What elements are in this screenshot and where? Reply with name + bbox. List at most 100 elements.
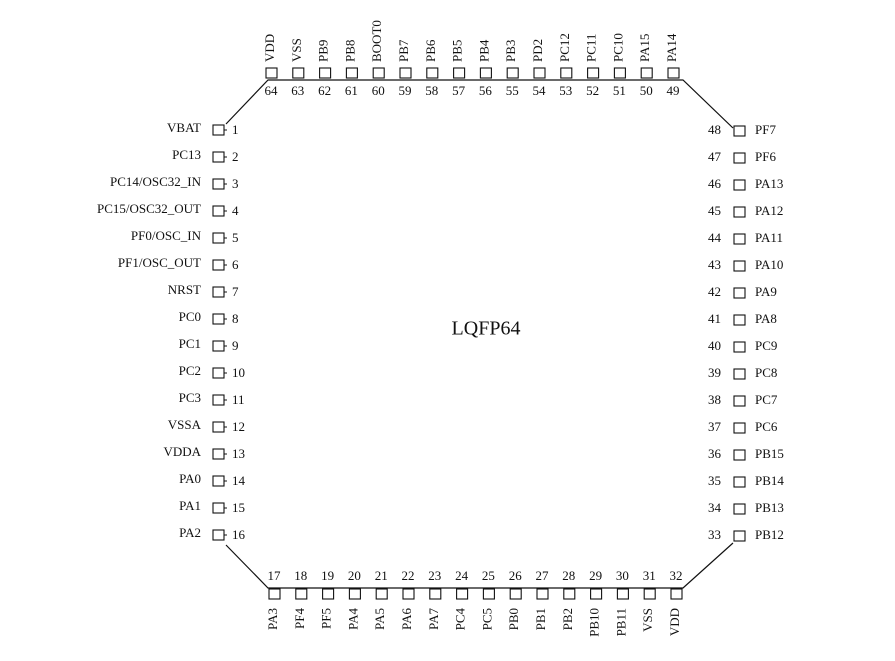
pin-name: PC15/OSC32_OUT xyxy=(97,201,201,216)
pin-number: 17 xyxy=(268,568,282,583)
pin-name: PF5 xyxy=(319,608,334,629)
pin-name: PB9 xyxy=(316,40,331,62)
pin-pad xyxy=(212,340,225,352)
pin-number: 20 xyxy=(348,568,361,583)
pin-name: PA2 xyxy=(179,525,201,540)
pin-number: 5 xyxy=(232,230,239,245)
pin-name: PC4 xyxy=(453,608,468,631)
pin-name: PC2 xyxy=(179,363,201,378)
pin-number: 56 xyxy=(479,83,493,98)
pin-number: 33 xyxy=(708,527,721,542)
pin-name: PF6 xyxy=(755,149,776,164)
pin-number: 41 xyxy=(708,311,721,326)
pin-number: 49 xyxy=(667,83,680,98)
outline-top xyxy=(225,79,734,129)
pin-name: PC8 xyxy=(755,365,777,380)
pin-number: 8 xyxy=(232,311,239,326)
pin-name: PC7 xyxy=(755,392,778,407)
pin-number: 19 xyxy=(321,568,334,583)
pin-name: PC5 xyxy=(479,608,494,630)
pin-number: 62 xyxy=(318,83,331,98)
pin-number: 18 xyxy=(294,568,307,583)
pin-pad xyxy=(533,67,546,79)
pin-pad xyxy=(212,124,225,136)
pin-name: VSSA xyxy=(168,417,202,432)
pin-name: PC10 xyxy=(610,33,625,62)
pin-name: PB12 xyxy=(755,527,784,542)
pin-number: 30 xyxy=(616,568,629,583)
pin-pad xyxy=(212,259,225,271)
pin-pad xyxy=(295,588,308,600)
pin-number: 59 xyxy=(399,83,412,98)
pin-number: 37 xyxy=(708,419,722,434)
pin-number: 3 xyxy=(232,176,239,191)
pin-name: PC13 xyxy=(172,147,201,162)
pin-number: 43 xyxy=(708,257,721,272)
pin-pad xyxy=(733,422,746,434)
pin-number: 51 xyxy=(613,83,626,98)
pin-name: PA8 xyxy=(755,311,777,326)
pin-pad xyxy=(733,125,746,137)
pin-name: PB7 xyxy=(396,39,411,62)
pin-name: PC3 xyxy=(179,390,201,405)
pin-name: PA6 xyxy=(399,608,414,630)
pin-pad xyxy=(399,67,412,79)
pin-name: VDDA xyxy=(163,444,201,459)
pin-number: 60 xyxy=(372,83,385,98)
pin-pad xyxy=(212,421,225,433)
pin-pad xyxy=(733,341,746,353)
pin-number: 21 xyxy=(375,568,388,583)
pin-number: 38 xyxy=(708,392,721,407)
pin-pad xyxy=(587,67,600,79)
pin-name: PC12 xyxy=(557,33,572,62)
pin-name: PA12 xyxy=(755,203,783,218)
pin-name: PA5 xyxy=(372,608,387,630)
pin-number: 22 xyxy=(402,568,415,583)
pin-name: PA14 xyxy=(664,33,679,62)
pin-name: PC6 xyxy=(755,419,778,434)
pin-pad xyxy=(212,502,225,514)
pin-number: 47 xyxy=(708,149,722,164)
pin-pad xyxy=(212,367,225,379)
pin-name: PF0/OSC_IN xyxy=(131,228,202,243)
pin-number: 45 xyxy=(708,203,721,218)
pin-number: 31 xyxy=(643,568,656,583)
pin-pad xyxy=(212,475,225,487)
pin-pad xyxy=(212,178,225,190)
pin-number: 26 xyxy=(509,568,523,583)
pin-name: PC1 xyxy=(179,336,201,351)
pin-number: 25 xyxy=(482,568,495,583)
pin-name: VDD xyxy=(262,34,277,62)
pin-number: 27 xyxy=(536,568,550,583)
pin-number: 7 xyxy=(232,284,239,299)
pin-number: 57 xyxy=(452,83,466,98)
pin-number: 35 xyxy=(708,473,721,488)
pin-name: PF1/OSC_OUT xyxy=(118,255,201,270)
pin-number: 42 xyxy=(708,284,721,299)
pin-pad xyxy=(212,394,225,406)
pin-number: 29 xyxy=(589,568,602,583)
pin-name: PB2 xyxy=(560,608,575,630)
pin-pad xyxy=(670,588,683,600)
pin-name: PB10 xyxy=(587,608,602,637)
pin-number: 16 xyxy=(232,527,246,542)
pin-number: 44 xyxy=(708,230,722,245)
pin-pad xyxy=(212,448,225,460)
pin-pad xyxy=(212,232,225,244)
pin-pad xyxy=(733,179,746,191)
pin-name: PA4 xyxy=(345,608,360,630)
pin-pad xyxy=(506,67,519,79)
pin-pad xyxy=(733,476,746,488)
pin-number: 61 xyxy=(345,83,358,98)
pin-pad xyxy=(212,205,225,217)
pin-pad xyxy=(733,449,746,461)
pin-pad xyxy=(322,588,335,600)
pin-pad xyxy=(426,67,439,79)
pin-name: PC0 xyxy=(179,309,201,324)
pin-number: 13 xyxy=(232,446,245,461)
pin-pad xyxy=(560,67,573,79)
pin-pad xyxy=(372,67,385,79)
pin-number: 53 xyxy=(559,83,572,98)
pin-pad xyxy=(292,67,305,79)
pin-pad xyxy=(482,588,495,600)
